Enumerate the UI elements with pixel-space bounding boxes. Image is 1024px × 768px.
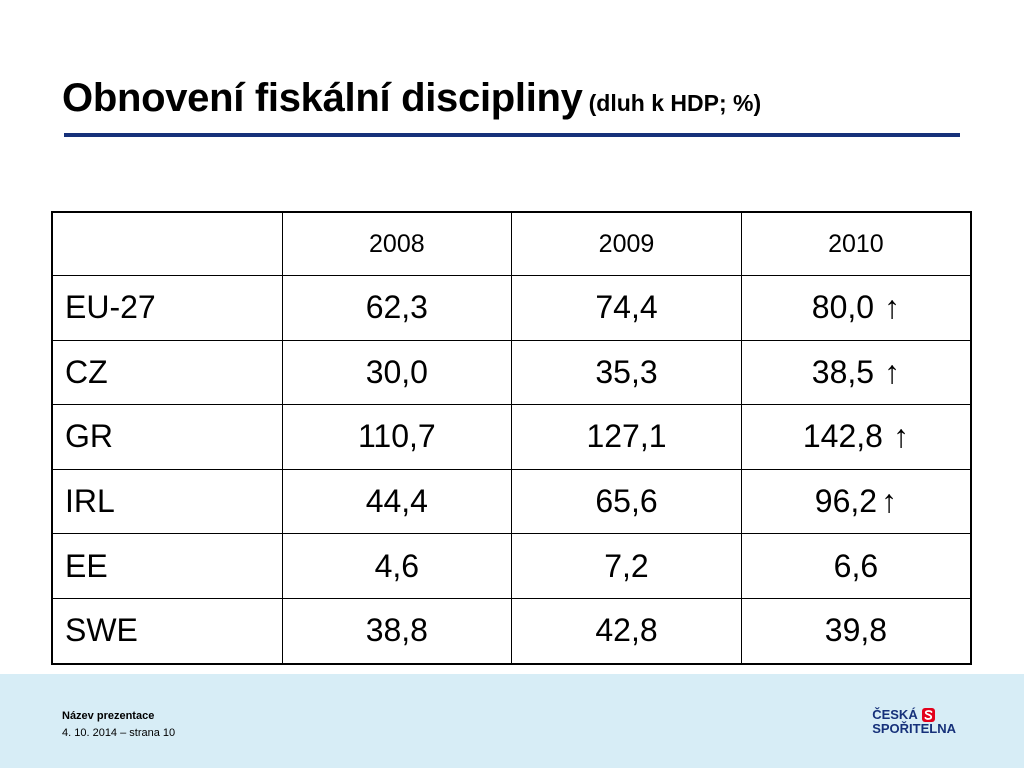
slide-title-subtitle: (dluh k HDP; %) bbox=[588, 90, 762, 116]
table-row: EE 4,6 7,2 6,6 bbox=[51, 533, 972, 599]
ceska-sporitelna-logo: ČESKÁ SPOŘITELNA bbox=[872, 708, 956, 736]
cell-value: 80,0 bbox=[811, 289, 875, 326]
cell-value: 142,8 bbox=[802, 418, 883, 455]
table-header-row: 2008 2009 2010 bbox=[51, 211, 972, 276]
table-row: SWE 38,8 42,8 39,8 bbox=[51, 597, 972, 665]
row-label: EU-27 bbox=[51, 275, 283, 341]
table-cell: 80,0 ↑ bbox=[740, 275, 972, 341]
table-cell: 30,0 bbox=[281, 339, 513, 406]
date-and-page: 4. 10. 2014 – strana 10 bbox=[62, 727, 176, 739]
table-cell: 96,2 ↑ bbox=[740, 468, 972, 535]
table-row: GR 110,7 127,1 142,8 ↑ bbox=[51, 404, 972, 470]
up-arrow-icon: ↑ bbox=[881, 483, 898, 520]
table-cell: 38,5 ↑ bbox=[740, 339, 972, 406]
table-cell: 38,8 bbox=[281, 597, 513, 665]
slide-title-main: Obnovení fiskální discipliny bbox=[62, 76, 583, 120]
table-cell: 6,6 bbox=[740, 533, 972, 599]
row-label: SWE bbox=[51, 597, 283, 665]
table-cell: 4,6 bbox=[281, 533, 513, 599]
table-cell: 65,6 bbox=[511, 468, 742, 535]
table-header-cell: 2009 bbox=[511, 211, 742, 276]
table-cell: 127,1 bbox=[511, 404, 742, 470]
table-header-cell bbox=[51, 211, 283, 276]
table-row: IRL 44,4 65,6 96,2 ↑ bbox=[51, 468, 972, 535]
presentation-name: Název prezentace bbox=[62, 710, 155, 722]
logo-text-line1: ČESKÁ bbox=[872, 707, 918, 722]
table-cell: 74,4 bbox=[511, 275, 742, 341]
title-underline bbox=[64, 133, 960, 137]
debt-to-gdp-table: 2008 2009 2010 EU-27 62,3 74,4 80,0 ↑ CZ … bbox=[51, 211, 972, 665]
up-arrow-icon: ↑ bbox=[892, 418, 909, 455]
cell-value: 38,5 bbox=[811, 353, 875, 390]
table-row: CZ 30,0 35,3 38,5 ↑ bbox=[51, 339, 972, 406]
table-cell: 42,8 bbox=[511, 597, 742, 665]
logo-text-line2: SPOŘITELNA bbox=[872, 721, 956, 736]
table-header-cell: 2008 bbox=[281, 211, 513, 276]
slide-title: Obnovení fiskální discipliny (dluh k HDP;… bbox=[62, 76, 761, 121]
table-cell: 35,3 bbox=[511, 339, 742, 406]
row-label: GR bbox=[51, 404, 283, 470]
table-cell: 39,8 bbox=[740, 597, 972, 665]
up-arrow-icon: ↑ bbox=[884, 289, 901, 326]
table-cell: 7,2 bbox=[511, 533, 742, 599]
row-label: EE bbox=[51, 533, 283, 599]
table-cell: 44,4 bbox=[281, 468, 513, 535]
table-cell: 142,8 ↑ bbox=[740, 404, 972, 470]
table-cell: 110,7 bbox=[281, 404, 513, 470]
cell-value: 96,2 bbox=[814, 483, 878, 520]
table-header-cell: 2010 bbox=[740, 211, 972, 276]
slide-footer: Název prezentace 4. 10. 2014 – strana 10… bbox=[0, 674, 1024, 768]
table-cell: 62,3 bbox=[281, 275, 513, 341]
row-label: IRL bbox=[51, 468, 283, 535]
table-row: EU-27 62,3 74,4 80,0 ↑ bbox=[51, 275, 972, 341]
ceska-sporitelna-s-mark-icon bbox=[921, 708, 935, 722]
up-arrow-icon: ↑ bbox=[884, 353, 901, 390]
row-label: CZ bbox=[51, 339, 283, 406]
